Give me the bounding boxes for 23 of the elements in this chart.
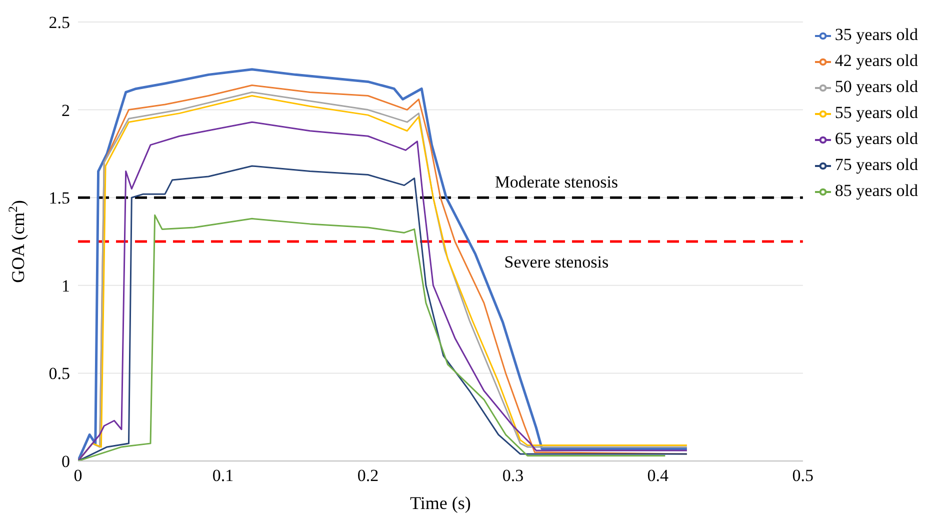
legend-label: 85 years old [834, 181, 918, 200]
ref-line-label: Moderate stenosis [494, 172, 618, 192]
x-tick-label: 0.5 [792, 466, 814, 486]
y-tick-label: 2.5 [48, 13, 70, 32]
y-tick-label: 1 [62, 276, 70, 296]
y-tick-label: 1.5 [48, 188, 70, 208]
y-tick-label: 2 [62, 100, 70, 120]
x-tick-label: 0.4 [647, 466, 670, 486]
legend-label: 55 years old [834, 103, 918, 122]
x-axis-title: Time (s) [410, 493, 471, 513]
legend-label: 75 years old [834, 155, 918, 174]
legend-label: 65 years old [834, 129, 918, 148]
x-tick-label: 0.2 [357, 466, 379, 486]
x-tick-label: 0.1 [212, 466, 234, 486]
ref-line-label: Severe stenosis [504, 252, 609, 272]
x-tick-label: 0.3 [502, 466, 524, 486]
line-series [78, 214, 666, 461]
legend-label: 42 years old [834, 51, 918, 70]
y-tick-label: 0.5 [48, 364, 70, 384]
x-tick-label: 0 [74, 466, 82, 486]
legend-label: 50 years old [834, 77, 918, 96]
legend-label: 35 years old [834, 25, 918, 44]
y-tick-label: 0 [62, 452, 70, 472]
